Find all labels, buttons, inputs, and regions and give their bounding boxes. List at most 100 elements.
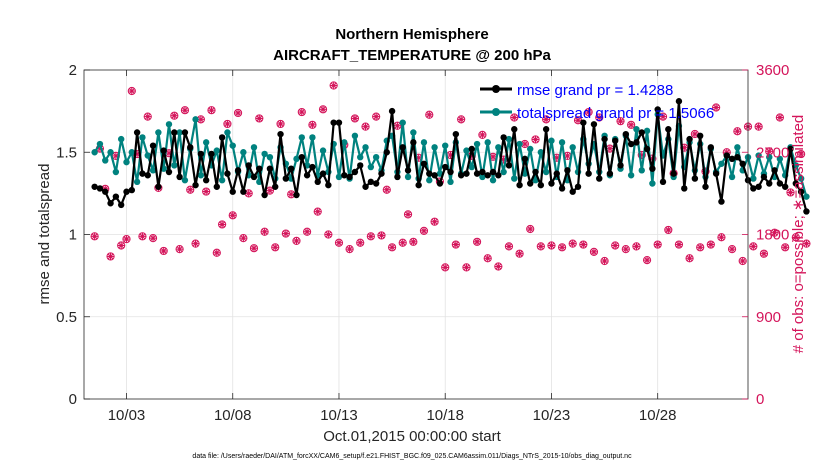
rmse-point (272, 183, 279, 190)
asterisk-stroke (633, 243, 640, 250)
rmse-point (149, 142, 157, 149)
spread-point (341, 139, 348, 146)
asterisk-stroke (261, 228, 268, 235)
rmse-point (622, 130, 630, 138)
asterisk-stroke (628, 121, 635, 128)
rmse-point (261, 191, 268, 199)
rmse-point (117, 201, 125, 209)
rmse-point (755, 183, 762, 190)
asterisk-stroke (660, 113, 666, 120)
asterisk-stroke (516, 250, 523, 257)
obs-assimilated-point (510, 114, 518, 122)
obs-assimilated-point (388, 243, 396, 251)
obs-possible-point (218, 220, 227, 229)
asterisk-stroke (559, 244, 565, 251)
obs-assimilated-point (547, 241, 555, 249)
asterisk-stroke (298, 109, 305, 115)
obs-possible-point (249, 244, 259, 253)
spread-point (107, 149, 114, 156)
obs-assimilated-point (696, 243, 704, 251)
asterisk-stroke (463, 264, 470, 271)
rmse-point (564, 167, 571, 174)
rmse-point (574, 183, 582, 190)
obs-possible-point (318, 105, 328, 114)
spread-point (649, 180, 656, 187)
asterisk-stroke (219, 221, 226, 228)
obs-possible-point (462, 263, 471, 272)
data-layer (90, 81, 811, 272)
rmse-point (282, 175, 290, 182)
rmse-point (293, 191, 300, 199)
asterisk-stroke (245, 190, 252, 197)
obs-possible-point (313, 207, 322, 216)
obs-assimilated-point (457, 115, 465, 123)
rmse-point (187, 144, 194, 151)
asterisk-stroke (617, 118, 624, 125)
asterisk-stroke (755, 123, 762, 130)
x-tick-label: 10/08 (214, 407, 252, 424)
spread-point (298, 134, 305, 141)
obs-assimilated-point (431, 218, 439, 226)
asterisk-stroke (91, 233, 98, 240)
obs-assimilated-point (489, 153, 497, 161)
asterisk-stroke (240, 235, 247, 242)
obs-assimilated-point (192, 240, 200, 248)
obs-possible-point (398, 238, 407, 247)
obs-assimilated-point (346, 245, 354, 253)
obs-assimilated-point (298, 108, 306, 116)
rmse-point (240, 188, 247, 195)
asterisk-stroke (144, 113, 151, 120)
rmse-point (521, 155, 529, 163)
obs-assimilated-point (356, 239, 364, 247)
rmse-point (176, 173, 183, 181)
asterisk-stroke (612, 242, 619, 249)
obs-possible-point (483, 254, 492, 263)
asterisk-stroke (622, 246, 629, 253)
rmse-point (277, 130, 284, 138)
obs-assimilated-point (287, 190, 295, 198)
rmse-point (442, 163, 449, 171)
rmse-point (537, 181, 545, 189)
obs-assimilated-point (643, 256, 651, 264)
asterisk-stroke (330, 82, 337, 89)
obs-possible-point (595, 113, 604, 122)
rmse-point (617, 162, 624, 169)
obs-possible-point (138, 232, 147, 241)
rmse-point (341, 172, 348, 179)
obs-assimilated-point (393, 122, 401, 130)
obs-assimilated-point (771, 229, 779, 237)
y2-tick-label: 1800 (756, 227, 789, 244)
obs-assimilated-point (292, 237, 300, 245)
obs-assimilated-point (526, 225, 534, 233)
asterisk-stroke (729, 246, 735, 253)
asterisk-stroke (325, 231, 332, 238)
obs-assimilated-point (441, 263, 449, 271)
obs-possible-point (515, 249, 524, 258)
rmse-point (303, 172, 311, 179)
spread-point (537, 149, 545, 156)
rmse-point (319, 170, 327, 177)
obs-assimilated-point (128, 87, 136, 95)
obs-possible-point (754, 122, 763, 131)
spread-point (643, 127, 651, 135)
obs-assimilated-point (250, 244, 258, 252)
obs-possible-point (696, 243, 705, 252)
asterisk-stroke (367, 233, 374, 240)
asterisk-stroke (320, 106, 326, 113)
obs-possible-point (377, 231, 386, 240)
obs-assimilated-point (261, 228, 269, 236)
obs-assimilated-point (383, 186, 391, 194)
obs-assimilated-point (765, 147, 773, 155)
y-tick-label: 0 (69, 391, 77, 408)
obs-assimilated-point (377, 231, 385, 239)
obs-assimilated-point (606, 145, 614, 153)
axis-ticks: 10/03 10/08 10/13 10/18 10/23 10/28 0 0.5 1 1.5 2 0… (56, 62, 789, 424)
obs-assimilated-point (229, 211, 237, 219)
rmse-point (723, 152, 730, 159)
legend-spread-marker (492, 108, 500, 116)
rmse-point (601, 135, 608, 143)
asterisk-stroke (707, 241, 714, 248)
obs-assimilated-point (319, 105, 327, 113)
obs-assimilated-point (792, 233, 800, 241)
asterisk-stroke (267, 187, 273, 194)
